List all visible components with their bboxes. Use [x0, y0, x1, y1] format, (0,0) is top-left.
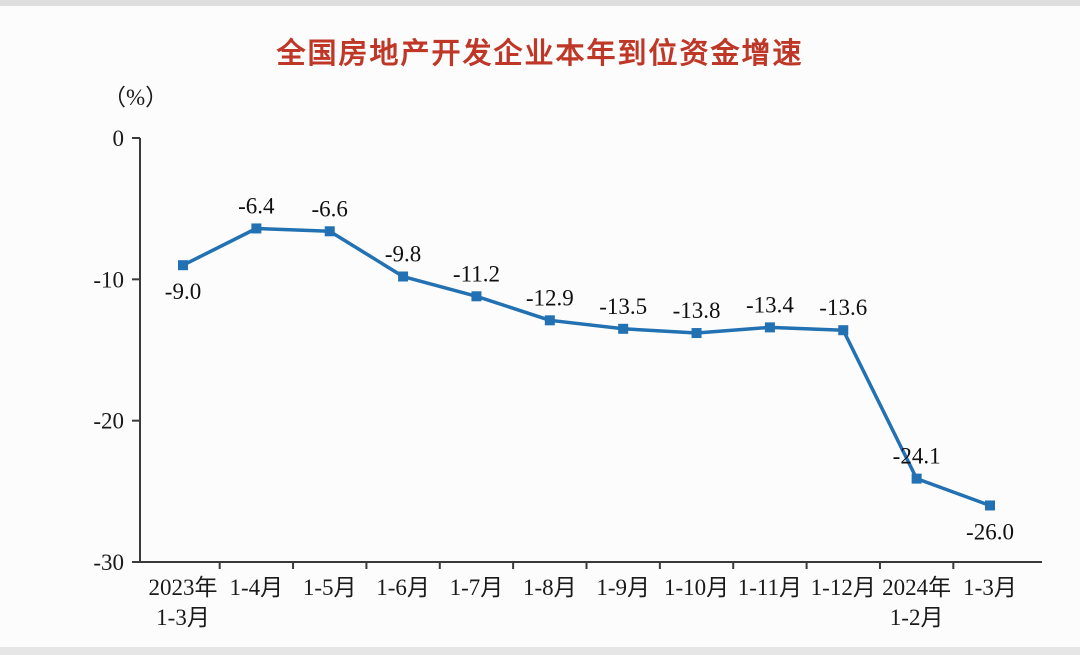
- data-point: [838, 325, 849, 336]
- data-point: [251, 223, 262, 234]
- data-label: -24.1: [893, 444, 941, 469]
- data-point: [471, 291, 482, 302]
- data-label: -9.8: [385, 242, 421, 267]
- data-label: -6.4: [238, 193, 275, 218]
- frame-edge-top: [0, 0, 1080, 6]
- x-category-label: 1-12月: [811, 575, 876, 600]
- chart-title: 全国房地产开发企业本年到位资金增速: [276, 38, 804, 70]
- data-point: [985, 500, 995, 511]
- x-category-label: 1-4月: [230, 575, 284, 600]
- data-label: -12.9: [526, 285, 574, 310]
- data-point: [398, 271, 409, 282]
- data-point: [178, 260, 188, 271]
- data-point: [764, 322, 775, 333]
- x-category-label: 1-8月: [523, 575, 577, 600]
- x-category-label: 1-2月: [890, 605, 944, 630]
- x-category-label: 1-3月: [156, 605, 210, 630]
- y-tick-label: -10: [93, 267, 124, 292]
- x-category-label: 1-9月: [596, 575, 650, 600]
- data-line: [181, 226, 992, 508]
- data-label: -13.5: [599, 294, 647, 319]
- data-label: -13.8: [673, 298, 721, 323]
- data-label: -6.6: [312, 196, 348, 221]
- data-label: -13.6: [819, 295, 867, 320]
- x-category-label: 1-3月: [963, 575, 1017, 600]
- y-tick-label: -30: [93, 550, 124, 575]
- x-category-label: 2023年: [149, 575, 218, 600]
- x-category-label: 1-10月: [664, 575, 729, 600]
- x-category-label: 1-5月: [303, 575, 357, 600]
- x-category-label: 2024年: [882, 575, 951, 600]
- y-tick-label: 0: [113, 126, 125, 151]
- y-axis-unit-label: （%）: [103, 85, 169, 110]
- y-tick-label: -20: [93, 409, 124, 434]
- x-category-label: 1-11月: [738, 575, 802, 600]
- x-category-label: 1-7月: [450, 575, 504, 600]
- data-label: -9.0: [165, 279, 201, 304]
- data-point: [691, 328, 702, 339]
- data-point: [324, 226, 335, 237]
- frame-edge-bottom: [0, 647, 1080, 655]
- data-label: -26.0: [966, 519, 1014, 544]
- data-point: [544, 315, 555, 326]
- data-point: [618, 323, 629, 334]
- data-label: -13.4: [746, 292, 794, 317]
- data-label: -11.2: [453, 261, 500, 286]
- data-point: [911, 473, 922, 484]
- x-category-label: 1-6月: [376, 575, 430, 600]
